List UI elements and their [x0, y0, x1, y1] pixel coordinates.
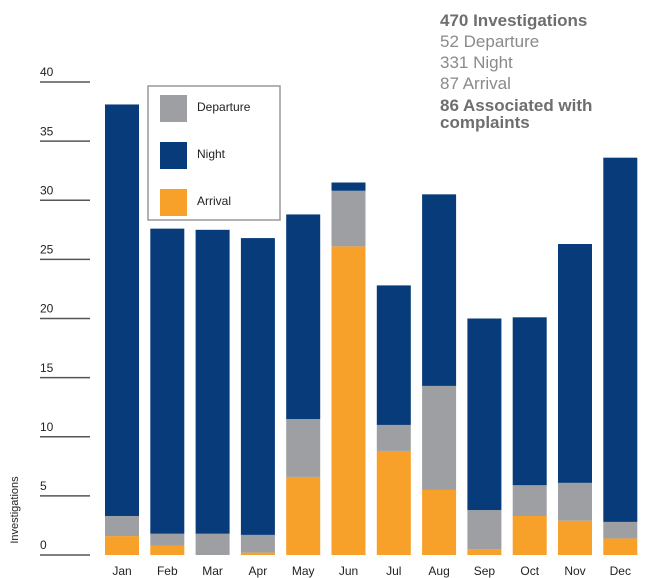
y-tick-label: 35	[40, 124, 54, 138]
bar-segment	[195, 533, 230, 555]
bar-segment	[422, 385, 457, 490]
summary-line: 470 Investigations	[440, 11, 588, 30]
legend-swatch	[160, 189, 187, 216]
y-tick-label: 0	[40, 538, 47, 552]
bar-segment	[467, 318, 502, 511]
bar-segment	[331, 182, 366, 191]
bar-segment	[240, 238, 275, 535]
bar-segment	[240, 552, 275, 555]
bar-segment	[105, 536, 139, 555]
x-tick-label: Nov	[564, 564, 585, 578]
legend-label: Departure	[197, 100, 251, 114]
bar-segment	[376, 450, 411, 555]
y-tick-label: 10	[40, 420, 54, 434]
bar-segment	[558, 244, 592, 483]
bar-segment	[286, 419, 321, 477]
y-tick-label: 20	[40, 302, 54, 316]
bar-segment	[331, 246, 366, 555]
bar-segment	[467, 549, 502, 555]
bar-segment	[286, 214, 321, 420]
bar-segment	[422, 194, 457, 386]
y-axis-label: Investigations	[9, 476, 21, 544]
x-tick-label: Feb	[157, 564, 178, 578]
bar-segment	[331, 190, 366, 247]
bar-segment	[603, 538, 638, 555]
summary-line: 86 Associated with complaints	[440, 96, 593, 132]
bar-segment	[105, 104, 139, 516]
bar-segment	[150, 545, 185, 555]
summary: 470 Investigations 52 Departure 331 Night 8…	[440, 10, 640, 131]
bar-segment	[150, 533, 185, 546]
x-tick-label: Sep	[474, 564, 496, 578]
summary-line: 52 Departure	[440, 32, 540, 51]
legend-label: Night	[197, 147, 226, 161]
bar-segment	[512, 485, 547, 516]
legend-swatch	[160, 142, 187, 169]
y-tick-label: 25	[40, 243, 54, 257]
bar-segment	[467, 510, 502, 550]
bar-segment	[376, 424, 411, 451]
bar-segment	[240, 534, 275, 553]
x-tick-label: Jan	[112, 564, 131, 578]
x-tick-label: Jul	[386, 564, 401, 578]
bar-segment	[105, 515, 139, 537]
legend-label: Arrival	[197, 194, 231, 208]
bar-segment	[558, 520, 592, 555]
bar-segment	[150, 228, 185, 534]
bar-segment	[195, 229, 230, 534]
x-tick-label: Aug	[428, 564, 449, 578]
y-tick-label: 5	[40, 479, 47, 493]
bar-segment	[422, 489, 457, 555]
bar-segment	[376, 285, 411, 425]
y-tick-label: 30	[40, 183, 54, 197]
x-tick-label: Jun	[339, 564, 358, 578]
summary-line: 87 Arrival	[440, 74, 511, 93]
y-tick-label: 40	[40, 65, 54, 79]
bar-segment	[603, 521, 638, 539]
bar-segment	[603, 157, 638, 522]
bar-segment	[558, 482, 592, 521]
summary-line: 331 Night	[440, 53, 513, 72]
x-tick-label: Mar	[202, 564, 223, 578]
legend-swatch	[160, 95, 187, 122]
y-tick-label: 15	[40, 361, 54, 375]
x-tick-label: Dec	[610, 564, 631, 578]
bar-segment	[512, 515, 547, 555]
bar-segment	[286, 476, 321, 555]
bar-segment	[512, 317, 547, 486]
x-tick-label: May	[292, 564, 315, 578]
x-tick-label: Apr	[249, 564, 268, 578]
x-tick-label: Oct	[520, 564, 539, 578]
